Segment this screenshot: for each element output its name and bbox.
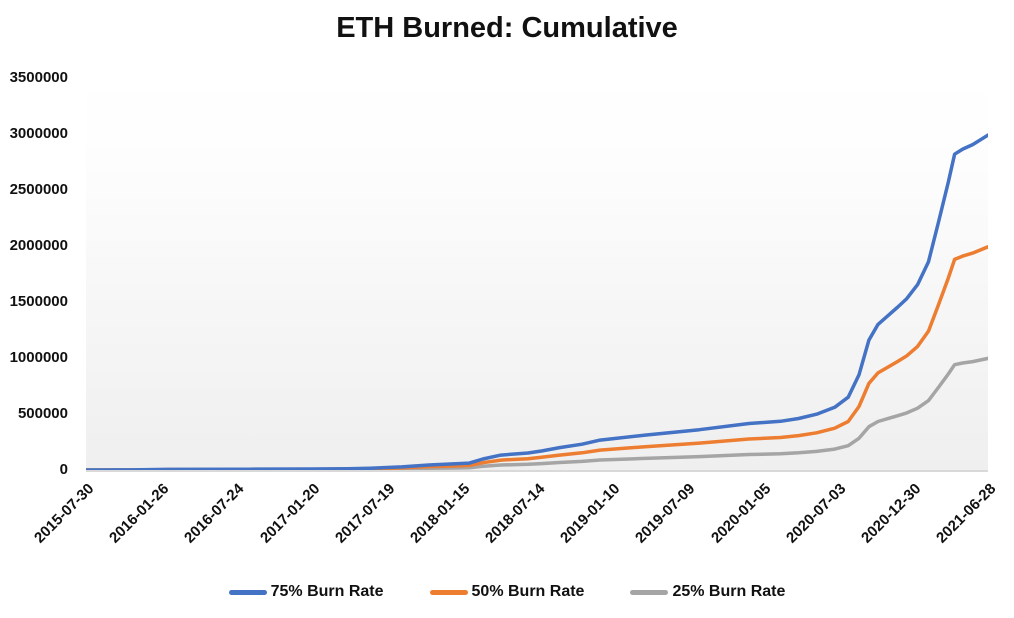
x-axis-tick-label: 2017-01-20 xyxy=(256,480,323,547)
x-axis-tick-label: 2018-07-14 xyxy=(482,480,549,547)
x-axis-tick-label: 2015-07-30 xyxy=(31,480,98,547)
legend-line-swatch xyxy=(429,589,468,595)
y-axis-tick-label: 3000000 xyxy=(9,125,68,142)
y-axis-tick-label: 0 xyxy=(59,461,68,478)
legend-line-swatch xyxy=(228,589,267,595)
x-axis-tick-label: 2016-01-26 xyxy=(106,480,173,547)
legend-label: 50% Burn Rate xyxy=(471,583,585,600)
y-axis-tick-label: 500000 xyxy=(17,405,68,422)
x-axis-line xyxy=(86,470,988,472)
legend-item-75-burn-rate: 75% Burn Rate xyxy=(228,583,384,601)
series-line-50-burn-rate xyxy=(86,245,988,472)
x-axis-tick-label: 2019-01-10 xyxy=(557,480,624,547)
x-axis-tick-label: 2020-12-30 xyxy=(857,480,925,547)
legend-label: 75% Burn Rate xyxy=(270,583,384,600)
x-axis-tick-label: 2020-07-03 xyxy=(782,480,849,547)
x-axis-tick-label: 2017-07-19 xyxy=(331,480,398,547)
y-axis-tick-label: 2500000 xyxy=(9,181,68,198)
chart-title: ETH Burned: Cumulative xyxy=(336,12,678,44)
legend-line-swatch xyxy=(630,589,669,595)
series-line-75-burn-rate xyxy=(86,133,988,472)
legend-item-50-burn-rate: 50% Burn Rate xyxy=(429,583,585,601)
x-axis-tick-label: 2019-07-09 xyxy=(632,480,699,547)
x-axis-tick-label: 2016-07-24 xyxy=(181,480,248,547)
legend-item-25-burn-rate: 25% Burn Rate xyxy=(630,583,785,601)
y-axis-tick-label: 1000000 xyxy=(9,349,68,366)
x-axis-tick-label: 2020-01-05 xyxy=(707,480,774,547)
y-axis-tick-label: 3500000 xyxy=(9,69,68,86)
y-axis-tick-label: 2000000 xyxy=(9,237,68,254)
y-axis-tick-label: 1500000 xyxy=(9,293,68,310)
series-plot xyxy=(86,133,988,472)
legend-label: 25% Burn Rate xyxy=(672,583,786,600)
x-axis-tick-label: 2018-01-15 xyxy=(406,480,474,547)
x-axis-tick-label: 2021-06-28 xyxy=(933,480,1000,547)
chart-legend: 75% Burn Rate 50% Burn Rate 25% Burn Rate xyxy=(0,583,1014,601)
